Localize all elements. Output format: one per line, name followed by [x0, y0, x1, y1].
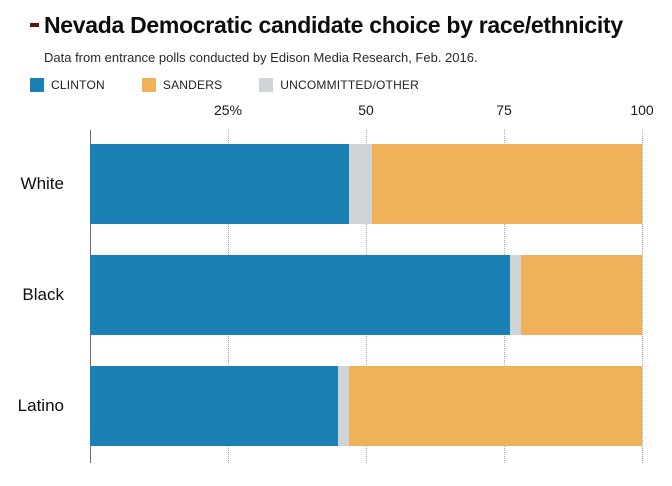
- bar-row-black: Black: [22, 255, 642, 336]
- x-axis-ticks: 25% 50 75 100: [90, 100, 654, 130]
- bar-segment-sanders: [371, 144, 642, 225]
- page-title: Nevada Democratic candidate choice by ra…: [44, 12, 623, 38]
- legend-item: SANDERS: [141, 78, 223, 93]
- bar-segment-uncommitted-other: [349, 144, 372, 225]
- legend-label: UNCOMMITTED/OTHER: [280, 78, 420, 93]
- legend-label: CLINTON: [51, 78, 105, 93]
- legend-item: CLINTON: [30, 78, 105, 93]
- title-marker-icon: [30, 23, 39, 28]
- legend-swatch-icon: [141, 78, 156, 93]
- category-label: White: [20, 174, 64, 194]
- bar-row-latino: Latino: [18, 366, 642, 447]
- bar-row-white: White: [21, 144, 642, 225]
- x-axis-tick-label: 75: [496, 102, 512, 119]
- bar-segment-uncommitted-other: [338, 366, 350, 447]
- title-row: Nevada Democratic candidate choice by ra…: [30, 12, 642, 38]
- gridline: [642, 130, 643, 464]
- bar-segment-sanders: [520, 255, 642, 336]
- bar-segment-sanders: [349, 366, 642, 447]
- bar-segment-clinton: [90, 255, 510, 336]
- x-axis-tick-label: 100: [630, 102, 654, 119]
- legend-label: SANDERS: [162, 78, 223, 93]
- plot-area: White Black Latino: [18, 130, 643, 464]
- category-label: Black: [22, 285, 64, 305]
- x-axis-tick-label: 25%: [213, 102, 243, 119]
- bar-segment-uncommitted-other: [509, 255, 521, 336]
- bar-segment-clinton: [90, 144, 350, 225]
- chart-legend: CLINTON SANDERS UNCOMMITTED/OTHER: [30, 78, 642, 93]
- x-axis-tick-label: 50: [358, 102, 374, 119]
- legend-item: UNCOMMITTED/OTHER: [259, 78, 420, 93]
- legend-swatch-icon: [30, 78, 44, 93]
- stacked-bar-chart: 25% 50 75 100 White Black Latino: [18, 100, 654, 464]
- bar-segment-clinton: [90, 366, 339, 447]
- chart-subtitle: Data from entrance polls conducted by Ed…: [44, 50, 478, 66]
- category-label: Latino: [17, 396, 64, 416]
- legend-swatch-icon: [259, 78, 274, 93]
